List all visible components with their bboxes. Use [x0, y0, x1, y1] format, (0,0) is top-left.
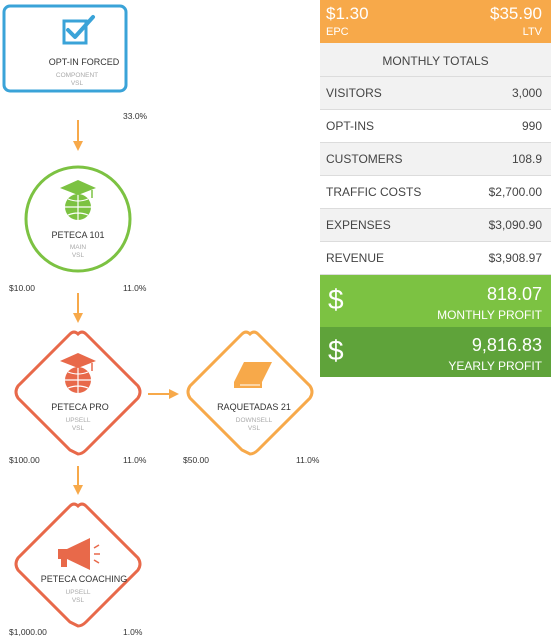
yearly-profit-box: $ 9,816.83 YEARLY PROFIT [320, 327, 551, 377]
checkbox-icon [62, 15, 95, 45]
row-value: $3,090.90 [488, 218, 542, 232]
epc-label: EPC [326, 26, 349, 38]
row-label: OPT-INS [326, 119, 375, 133]
megaphone-icon [58, 538, 100, 570]
row-opt-ins: OPT-INS 990 [320, 110, 551, 143]
row-expenses: EXPENSES $3,090.90 [320, 209, 551, 242]
row-value: $2,700.00 [488, 185, 542, 199]
node-type-optin: COMPONENT VSL [4, 72, 150, 88]
node-type-coaching: UPSELL VSL [0, 589, 156, 605]
monthly-totals-header: MONTHLY TOTALS [320, 43, 551, 77]
epc-value: $1.30 [326, 4, 369, 23]
node-type-petecapro: UPSELL VSL [0, 417, 156, 433]
node-type-peteca101: MAIN VSL [0, 244, 156, 260]
node-title-peteca101: PETECA 101 [51, 230, 105, 240]
book-icon [234, 362, 272, 388]
node-format-label: VSL [71, 252, 85, 259]
yearly-profit-value: 9,816.83 [471, 335, 542, 355]
node-format-label: VSL [247, 425, 261, 432]
node-format-label: VSL [70, 80, 84, 87]
monthly-profit-label: MONTHLY PROFIT [437, 308, 542, 322]
graduation-globe-icon [60, 353, 96, 393]
node-kind-label: MAIN [69, 244, 87, 251]
price-petecapro: $100.00 [9, 455, 40, 465]
row-label: VISITORS [326, 86, 382, 100]
row-label: TRAFFIC COSTS [326, 185, 422, 199]
node-kind-label: COMPONENT [55, 72, 99, 79]
ltv-label: LTV [522, 26, 542, 38]
row-value: 990 [521, 119, 542, 133]
row-revenue: REVENUE $3,908.97 [320, 242, 551, 275]
node-title-optin: OPT-IN FORCED [48, 57, 120, 67]
row-traffic-costs: TRAFFIC COSTS $2,700.00 [320, 176, 551, 209]
dollar-icon: $ [328, 284, 344, 315]
node-kind-label: UPSELL [65, 589, 91, 596]
node-petecapro[interactable] [14, 330, 142, 456]
node-raquetadas[interactable] [186, 330, 314, 456]
node-title-raquetadas: RAQUETADAS 21 [217, 402, 291, 412]
price-coaching: $1,000.00 [9, 627, 47, 637]
row-value: 3,000 [511, 86, 542, 100]
node-title-coaching: PETECA COACHING [40, 574, 128, 584]
percent-optin: 33.0% [123, 111, 148, 121]
node-title-petecapro: PETECA PRO [51, 402, 109, 412]
node-kind-label: DOWNSELL [235, 417, 273, 424]
row-label: REVENUE [326, 251, 385, 265]
node-optin[interactable] [2, 4, 128, 93]
row-value: 108.9 [511, 152, 542, 166]
row-value: $3,908.97 [488, 251, 542, 265]
percent-peteca101: 11.0% [123, 283, 147, 293]
funnel-diagram [2, 4, 314, 628]
epc-ltv-bar: $1.30 EPC $35.90 LTV [320, 0, 551, 43]
node-coaching[interactable] [14, 502, 142, 628]
graduation-globe-icon [60, 180, 96, 220]
yearly-profit-label: YEARLY PROFIT [448, 359, 542, 373]
price-raquetadas: $50.00 [183, 455, 209, 465]
node-format-label: VSL [71, 425, 85, 432]
percent-coaching: 1.0% [123, 627, 143, 637]
percent-petecapro: 11.0% [123, 455, 147, 465]
monthly-totals-title: MONTHLY TOTALS [382, 54, 489, 68]
totals-panel: $1.30 EPC $35.90 LTV MONTHLY TOTALS VISI… [320, 0, 551, 377]
node-kind-label: UPSELL [65, 417, 91, 424]
row-visitors: VISITORS 3,000 [320, 77, 551, 110]
node-type-raquetadas: DOWNSELL VSL [176, 417, 332, 433]
percent-raquetadas: 11.0% [296, 455, 320, 465]
monthly-profit-value: 818.07 [486, 284, 542, 304]
row-label: EXPENSES [326, 218, 391, 232]
ltv-value: $35.90 [490, 4, 542, 23]
row-customers: CUSTOMERS 108.9 [320, 143, 551, 176]
monthly-profit-box: $ 818.07 MONTHLY PROFIT [320, 275, 551, 327]
price-peteca101: $10.00 [9, 283, 35, 293]
node-format-label: VSL [71, 597, 85, 604]
row-label: CUSTOMERS [326, 152, 403, 166]
node-peteca101[interactable] [24, 165, 132, 273]
dollar-icon: $ [328, 335, 344, 366]
